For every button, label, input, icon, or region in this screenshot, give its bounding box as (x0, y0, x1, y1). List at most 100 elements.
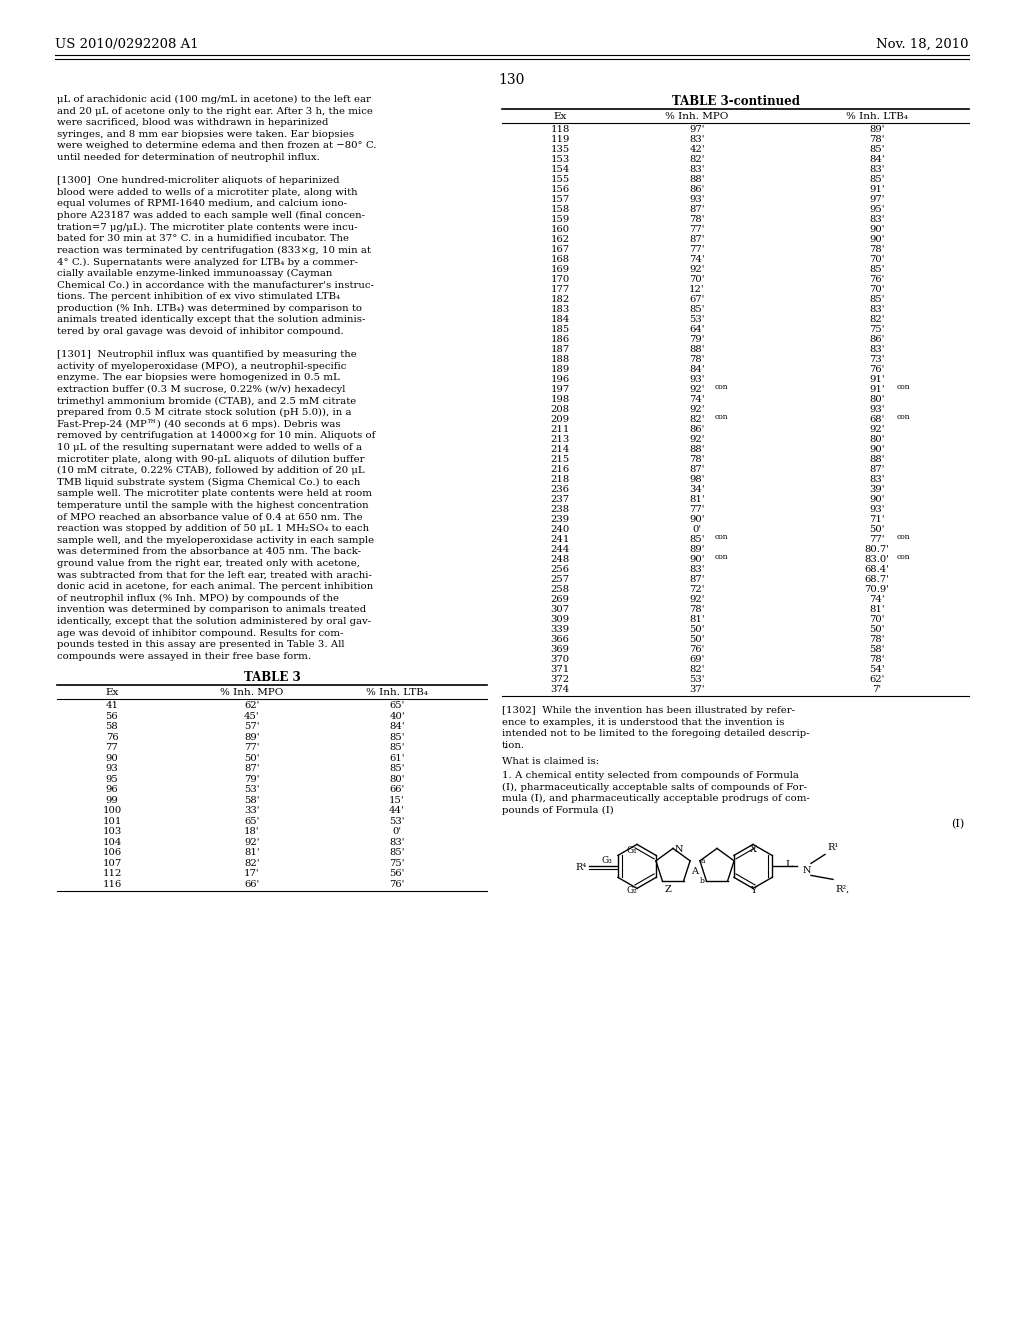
Text: con: con (897, 553, 910, 561)
Text: 39': 39' (869, 484, 885, 494)
Text: G₃: G₃ (601, 857, 612, 866)
Text: 370: 370 (551, 655, 569, 664)
Text: 86': 86' (869, 335, 885, 345)
Text: tions. The percent inhibition of ex vivo stimulated LTB₄: tions. The percent inhibition of ex vivo… (57, 292, 340, 301)
Text: ence to examples, it is understood that the invention is: ence to examples, it is understood that … (502, 718, 784, 726)
Text: 91': 91' (869, 385, 885, 393)
Text: 4° C.). Supernatants were analyzed for LTB₄ by a commer-: 4° C.). Supernatants were analyzed for L… (57, 257, 357, 267)
Text: 119: 119 (550, 135, 569, 144)
Text: 78': 78' (869, 635, 885, 644)
Text: 97': 97' (869, 195, 885, 205)
Text: 72': 72' (689, 585, 705, 594)
Text: 88': 88' (689, 345, 705, 354)
Text: 68.4': 68.4' (864, 565, 890, 574)
Text: 236: 236 (551, 484, 569, 494)
Text: 78': 78' (869, 135, 885, 144)
Text: 218: 218 (550, 475, 569, 484)
Text: 244: 244 (550, 545, 569, 554)
Text: 104: 104 (102, 838, 122, 847)
Text: % Inh. LTB₄: % Inh. LTB₄ (366, 689, 428, 697)
Text: 53': 53' (245, 785, 260, 795)
Text: 81': 81' (869, 605, 885, 614)
Text: 153: 153 (550, 154, 569, 164)
Text: 241: 241 (550, 535, 569, 544)
Text: 34': 34' (689, 484, 705, 494)
Text: 54': 54' (869, 665, 885, 675)
Text: 83': 83' (389, 838, 404, 847)
Text: 76': 76' (869, 366, 885, 374)
Text: enzyme. The ear biopsies were homogenized in 0.5 mL: enzyme. The ear biopsies were homogenize… (57, 374, 340, 383)
Text: 82': 82' (689, 414, 705, 424)
Text: identically, except that the solution administered by oral gav-: identically, except that the solution ad… (57, 616, 371, 626)
Text: 70': 70' (689, 275, 705, 284)
Text: 83': 83' (689, 565, 705, 574)
Text: μL of arachidonic acid (100 mg/mL in acetone) to the left ear: μL of arachidonic acid (100 mg/mL in ace… (57, 95, 371, 104)
Text: 71': 71' (869, 515, 885, 524)
Text: 74': 74' (689, 395, 705, 404)
Text: 53': 53' (389, 817, 404, 826)
Text: 213: 213 (550, 436, 569, 444)
Text: con: con (715, 553, 729, 561)
Text: and 20 μL of acetone only to the right ear. After 3 h, the mice: and 20 μL of acetone only to the right e… (57, 107, 373, 116)
Text: 84': 84' (869, 154, 885, 164)
Text: 209: 209 (551, 414, 569, 424)
Text: 135: 135 (550, 145, 569, 154)
Text: R²,: R², (835, 884, 849, 894)
Text: 88': 88' (689, 176, 705, 183)
Text: 69': 69' (689, 655, 705, 664)
Text: tration=7 μg/μL). The microtiter plate contents were incu-: tration=7 μg/μL). The microtiter plate c… (57, 223, 357, 232)
Text: 196: 196 (551, 375, 569, 384)
Text: 0': 0' (692, 525, 701, 535)
Text: 74': 74' (689, 255, 705, 264)
Text: 77': 77' (689, 246, 705, 253)
Text: 87': 87' (689, 576, 705, 583)
Text: 85': 85' (869, 265, 885, 275)
Text: 87': 87' (245, 764, 260, 774)
Text: Ex: Ex (553, 112, 566, 121)
Text: 76: 76 (105, 733, 119, 742)
Text: mula (I), and pharmaceutically acceptable prodrugs of com-: mula (I), and pharmaceutically acceptabl… (502, 795, 810, 804)
Text: 50': 50' (245, 754, 260, 763)
Text: 1. A chemical entity selected from compounds of Formula: 1. A chemical entity selected from compo… (502, 771, 799, 780)
Text: 87': 87' (689, 205, 705, 214)
Text: 96: 96 (105, 785, 119, 795)
Text: 162: 162 (551, 235, 569, 244)
Text: 78': 78' (689, 355, 705, 364)
Text: 66': 66' (389, 785, 404, 795)
Text: donic acid in acetone, for each animal. The percent inhibition: donic acid in acetone, for each animal. … (57, 582, 374, 591)
Text: was determined from the absorbance at 405 nm. The back-: was determined from the absorbance at 40… (57, 548, 361, 557)
Text: 87': 87' (689, 465, 705, 474)
Text: TABLE 3: TABLE 3 (244, 672, 300, 684)
Text: 77': 77' (869, 535, 885, 544)
Text: 101: 101 (102, 817, 122, 826)
Text: Chemical Co.) in accordance with the manufacturer's instruc-: Chemical Co.) in accordance with the man… (57, 281, 374, 289)
Text: 130: 130 (499, 73, 525, 87)
Text: 155: 155 (550, 176, 569, 183)
Text: 182: 182 (550, 294, 569, 304)
Text: 154: 154 (550, 165, 569, 174)
Text: 7': 7' (872, 685, 882, 694)
Text: 184: 184 (550, 315, 569, 323)
Text: 86': 86' (689, 185, 705, 194)
Text: 93': 93' (689, 195, 705, 205)
Text: 85': 85' (389, 743, 404, 752)
Text: 106: 106 (102, 849, 122, 858)
Text: 93': 93' (869, 405, 885, 414)
Text: 90': 90' (869, 235, 885, 244)
Text: 90': 90' (869, 224, 885, 234)
Text: were weighed to determine edema and then frozen at −80° C.: were weighed to determine edema and then… (57, 141, 377, 150)
Text: 65': 65' (389, 701, 404, 710)
Text: 269: 269 (551, 595, 569, 605)
Text: 79': 79' (689, 335, 705, 345)
Text: 83': 83' (689, 135, 705, 144)
Text: 80': 80' (869, 395, 885, 404)
Text: con: con (897, 533, 910, 541)
Text: L: L (785, 861, 792, 870)
Text: 98': 98' (689, 475, 705, 484)
Text: 307: 307 (551, 605, 569, 614)
Text: sample well. The microtiter plate contents were held at room: sample well. The microtiter plate conten… (57, 490, 372, 499)
Text: 240: 240 (550, 525, 569, 535)
Text: syringes, and 8 mm ear biopsies were taken. Ear biopsies: syringes, and 8 mm ear biopsies were tak… (57, 129, 354, 139)
Text: 83': 83' (869, 215, 885, 224)
Text: What is claimed is:: What is claimed is: (502, 758, 599, 767)
